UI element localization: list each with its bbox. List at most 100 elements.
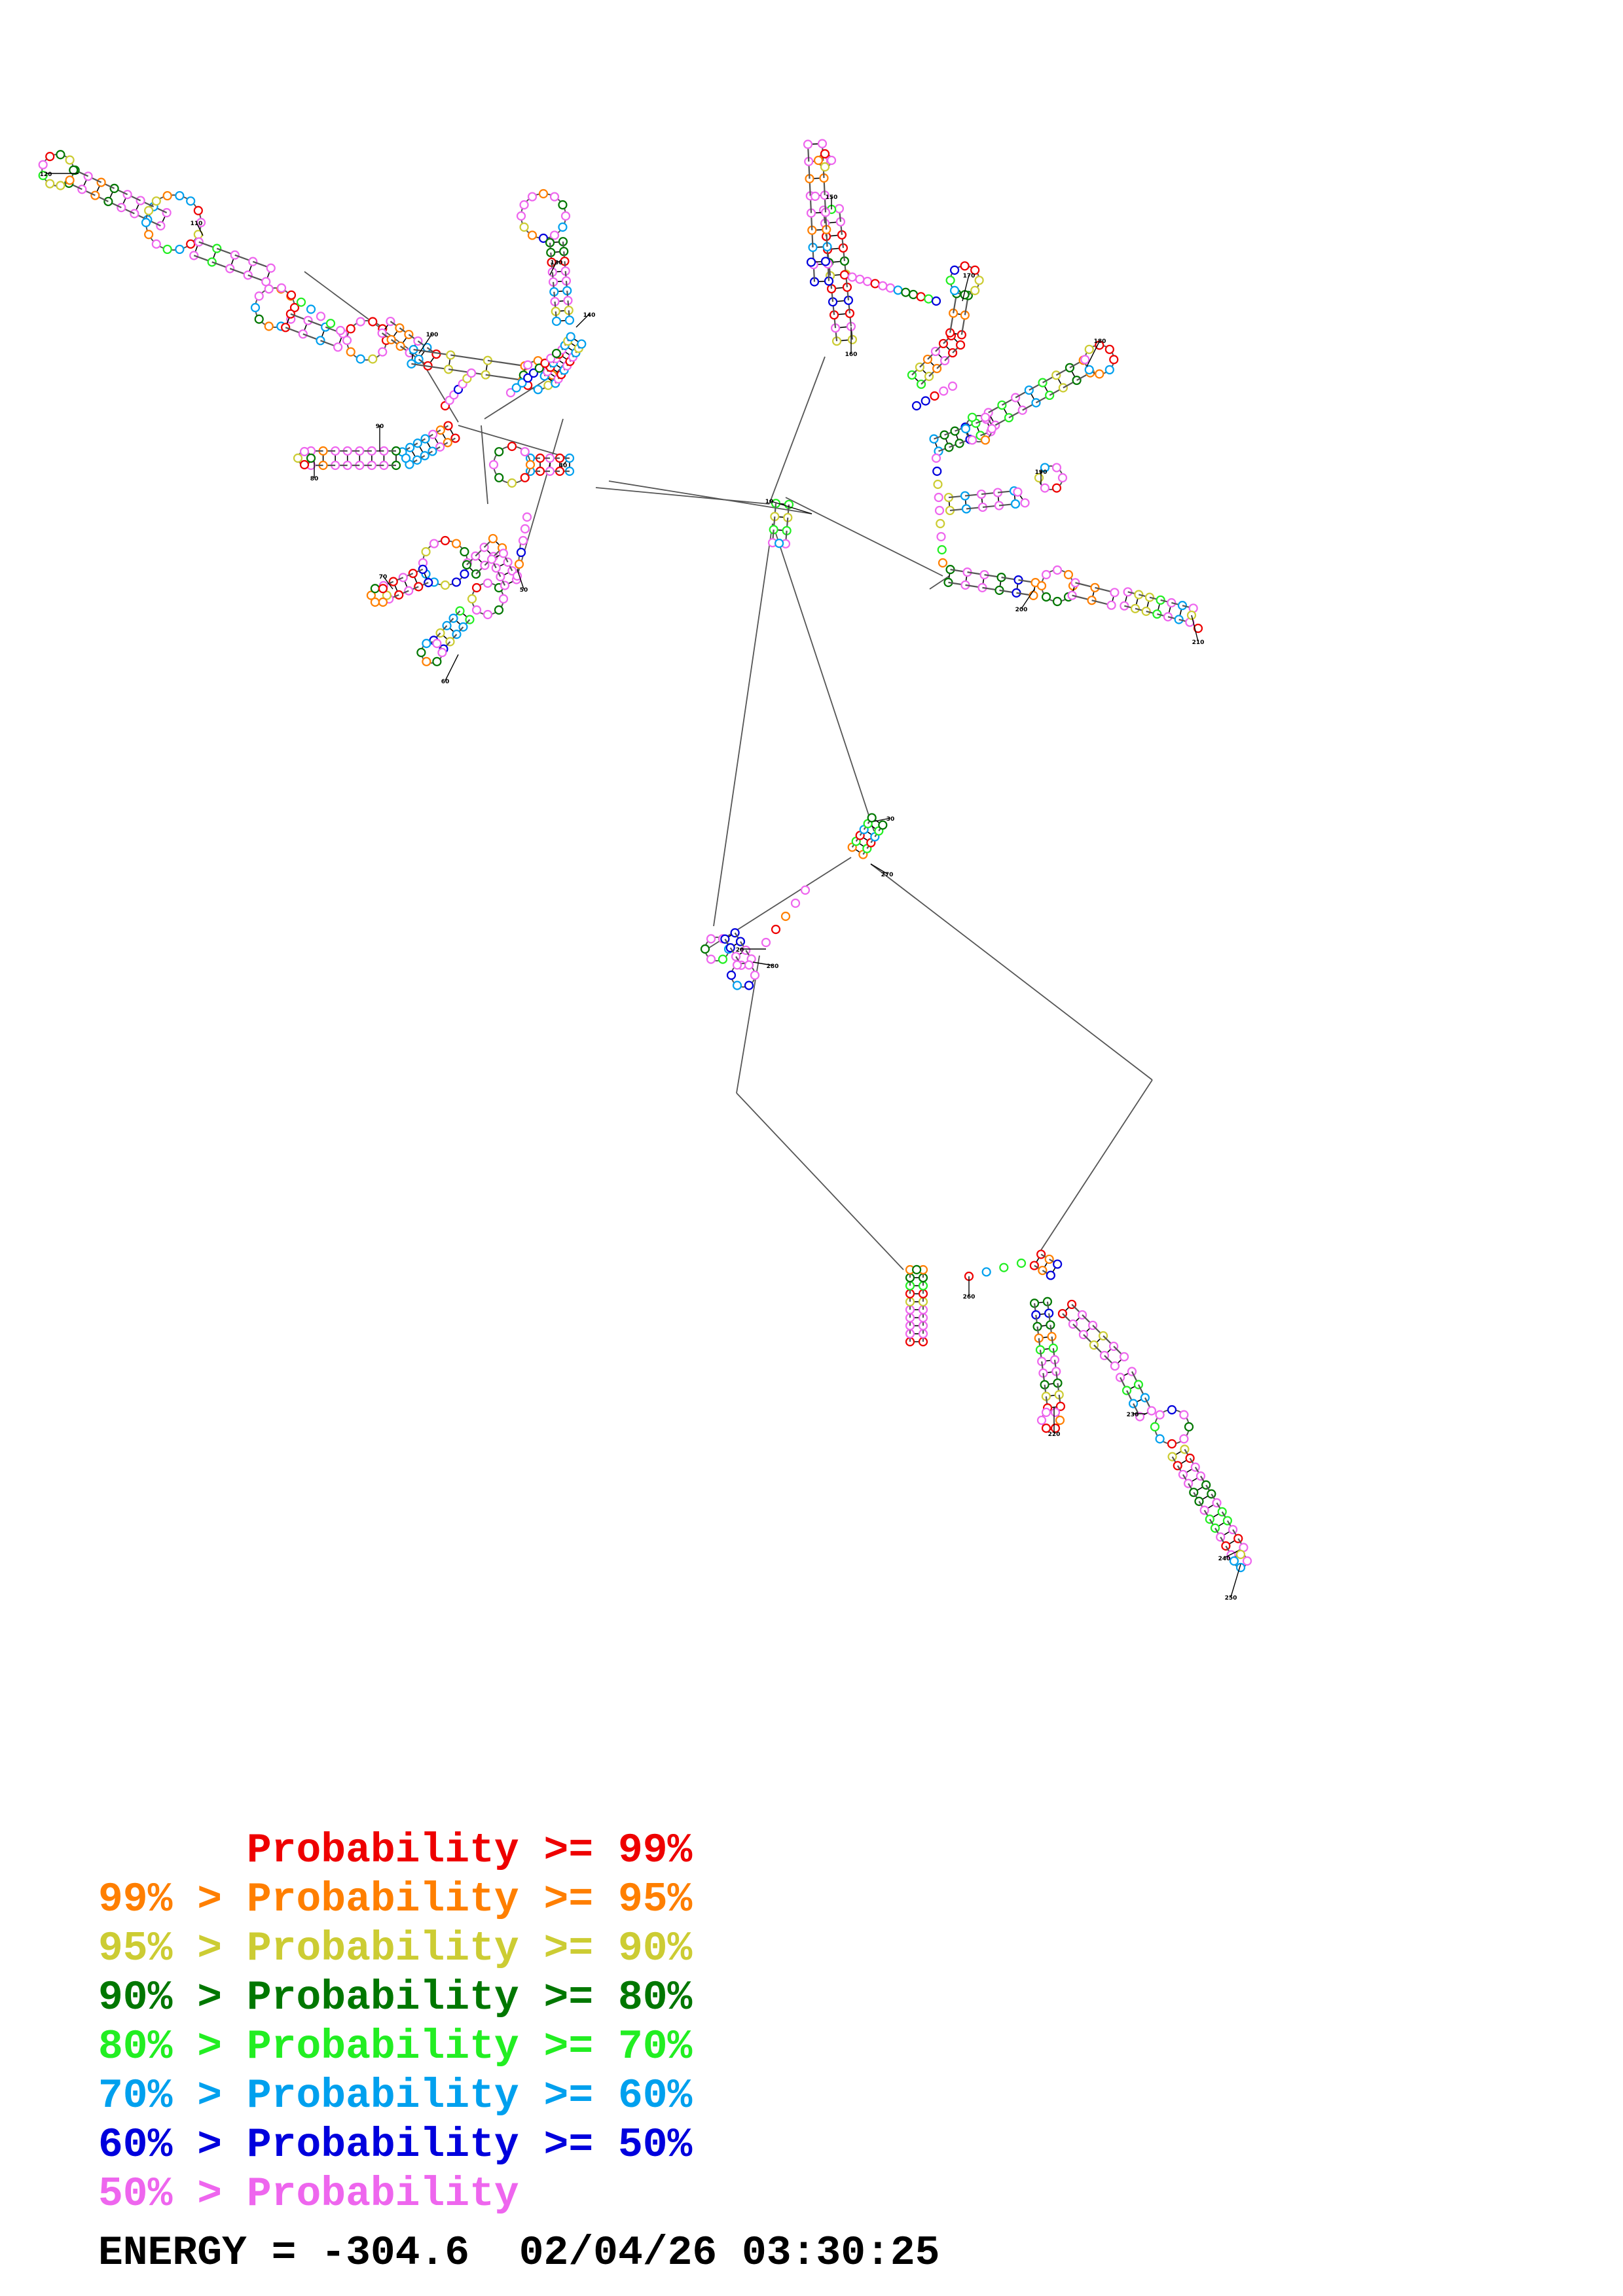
nucleotide (780, 911, 791, 922)
position-label: 90 (376, 423, 384, 430)
legend-label: Probability (246, 2122, 519, 2168)
nucleotide (1057, 473, 1068, 483)
nucleotide (826, 155, 837, 166)
nucleotide (518, 535, 528, 546)
position-label: 10 (765, 499, 774, 505)
energy-timestamp: 02/04/26 03:30:25 (519, 2230, 940, 2276)
nucleotide (144, 206, 154, 215)
nucleotide (507, 441, 517, 452)
nucleotide (862, 276, 873, 287)
nucleotide (306, 304, 316, 314)
nucleotide (1040, 483, 1050, 493)
energy-spacer (469, 2230, 519, 2276)
nucleotide (325, 319, 336, 329)
nucleotide (967, 412, 977, 422)
nucleotide (566, 332, 575, 342)
energy-value: -304.6 (321, 2230, 470, 2276)
nucleotide (1104, 344, 1114, 354)
nucleotide (1013, 487, 1023, 497)
nucleotide (520, 447, 530, 457)
nucleotide (254, 291, 264, 301)
nucleotide (987, 423, 997, 434)
nucleotide (1051, 483, 1062, 493)
nucleotide (316, 312, 326, 321)
position-tick (1086, 340, 1101, 367)
legend-threshold: >= 50% (519, 2122, 693, 2168)
nucleotide (924, 294, 934, 304)
nucleotide (523, 360, 533, 370)
nucleotide (1110, 1361, 1120, 1371)
nucleotide (1179, 1434, 1189, 1444)
loop-backbone (520, 193, 566, 239)
nucleotide (744, 980, 754, 990)
position-tick (549, 261, 557, 276)
nucleotide (494, 605, 504, 615)
nucleotide (378, 584, 388, 594)
legend-threshold: >= 95% (519, 1876, 693, 1923)
nucleotide (1041, 569, 1051, 580)
legend-prefix: 60% > (98, 2122, 247, 2168)
nucleotide (306, 453, 316, 463)
long-connector (1040, 1079, 1153, 1251)
nucleotide (1041, 1424, 1051, 1433)
nucleotide (867, 813, 877, 823)
legend-label: Probability (246, 1926, 519, 1972)
nucleotide (931, 453, 941, 463)
nucleotide (56, 181, 65, 190)
nucleotide (1242, 1556, 1252, 1566)
nucleotide (507, 478, 517, 488)
nucleotide (516, 211, 526, 221)
long-connector (772, 523, 875, 832)
nucleotide (1055, 1401, 1066, 1411)
position-tick (517, 569, 524, 590)
nucleotide (911, 401, 922, 411)
nucleotide (451, 539, 462, 548)
long-connector (736, 1092, 904, 1270)
nucleotide (806, 257, 816, 267)
nucleotide (1036, 1415, 1047, 1426)
nucleotide (706, 954, 716, 964)
nucleotide (505, 387, 516, 398)
nucleotide (335, 325, 346, 336)
position-label: 30 (886, 816, 895, 823)
nucleotide (967, 435, 977, 445)
nucleotide (370, 597, 380, 607)
legend-row: 60% > Probability >= 50% (98, 2121, 692, 2170)
nucleotide (65, 155, 75, 165)
position-label: 230 (1127, 1412, 1139, 1418)
position-label: 270 (881, 872, 894, 878)
nucleotide (1095, 369, 1104, 379)
nucleotide (1155, 1410, 1165, 1420)
nucleotide (378, 597, 388, 607)
nucleotide (421, 547, 431, 557)
nucleotide (558, 200, 568, 210)
position-label: 160 (845, 351, 858, 358)
legend-row: 50% > Probability (98, 2170, 519, 2219)
nucleotide (460, 547, 469, 557)
nucleotide (293, 453, 303, 463)
nucleotide (333, 342, 343, 352)
legend-prefix (98, 1827, 247, 1874)
nucleotide (440, 535, 450, 546)
position-tick (382, 575, 393, 590)
position-tick (873, 817, 891, 822)
nucleotide (264, 321, 274, 331)
nucleotide (432, 656, 442, 666)
position-label: 130 (551, 260, 563, 266)
legend-row: 80% > Probability >= 70% (98, 2022, 692, 2072)
nucleotide (1167, 1405, 1177, 1415)
nucleotide (1110, 588, 1120, 598)
nucleotide (538, 233, 549, 243)
nucleotide (949, 285, 960, 295)
nucleotide (1109, 355, 1119, 365)
nucleotide (422, 639, 431, 649)
nucleotide (1229, 1556, 1239, 1566)
nucleotide (162, 244, 172, 255)
nucleotide (1040, 463, 1050, 473)
nucleotide (516, 547, 526, 558)
energy-line: ENERGY = -304.6 02/04/26 03:30:25 (98, 2229, 939, 2278)
nucleotide (549, 192, 560, 202)
nucleotide (870, 279, 880, 289)
nucleotide (934, 505, 945, 516)
position-label: 200 (1015, 607, 1028, 613)
